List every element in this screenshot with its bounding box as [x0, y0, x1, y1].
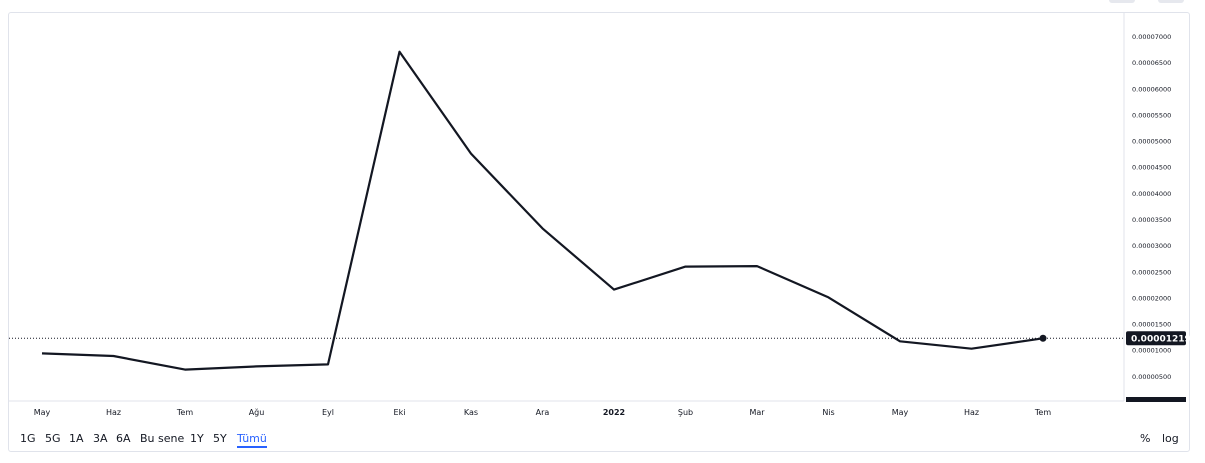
zero-price-label-bg [1126, 397, 1186, 402]
price-tick-label: 0.00005000 [1132, 138, 1171, 146]
range-1g-button[interactable]: 1G [20, 432, 36, 445]
price-tick-label: 0.00003500 [1132, 216, 1171, 224]
top-tab-1[interactable] [1109, 0, 1135, 3]
price-tick-label: 0.00002500 [1132, 268, 1171, 276]
range-5g-button[interactable]: 5G [45, 432, 61, 445]
range-ytd-button[interactable]: Bu sene [140, 432, 185, 445]
price-tick-label: 0.00006000 [1132, 85, 1171, 93]
range-3a-button[interactable]: 3A [93, 432, 108, 445]
price-tick-label: 0.00006500 [1132, 59, 1171, 67]
price-tick-label: 0.00007000 [1132, 33, 1171, 41]
price-tick-label: 0.00001500 [1132, 321, 1171, 329]
time-tick-label: Kas [464, 408, 478, 417]
range-1y-button[interactable]: 1Y [190, 432, 204, 445]
time-tick-label: Eki [394, 408, 406, 417]
percent-scale-button[interactable]: % [1140, 432, 1151, 445]
time-tick-label: May [34, 408, 51, 417]
price-tick-label: 0.00000500 [1132, 373, 1171, 381]
price-tick-label: 0.00004500 [1132, 164, 1171, 172]
price-tick-label: 0.00005500 [1132, 111, 1171, 119]
price-tick-label: 0.00002000 [1132, 294, 1171, 302]
time-tick-label: Mar [749, 408, 765, 417]
time-tick-label: Ağu [249, 408, 265, 417]
chart-frame [8, 12, 1190, 452]
time-tick-label: Tem [176, 408, 193, 417]
range-6a-button[interactable]: 6A [116, 432, 131, 445]
range-all-button[interactable]: Tümü [237, 432, 267, 448]
time-tick-label: May [892, 408, 909, 417]
price-tick-label: 0.00004000 [1132, 190, 1171, 198]
price-tick-label: 0.00003000 [1132, 242, 1171, 250]
time-tick-label: Haz [106, 408, 121, 417]
last-price-label-bg [1126, 331, 1186, 346]
range-1a-button[interactable]: 1A [69, 432, 84, 445]
time-tick-label: Ara [536, 408, 550, 417]
top-tab-2[interactable] [1158, 0, 1184, 3]
range-toolbar: 1G 5G 1A 3A 6A Bu sene 1Y 5Y Tümü % log [9, 423, 1189, 452]
time-tick-label: Nis [822, 408, 834, 417]
price-axis: 0.00000500 0.00001000 0.00001500 0.00002000… [1132, 33, 1171, 381]
series-line [41, 50, 1044, 371]
range-5y-button[interactable]: 5Y [213, 432, 227, 445]
time-tick-label: Şub [678, 408, 693, 417]
log-scale-button[interactable]: log [1162, 432, 1179, 445]
time-tick-label: Tem [1034, 408, 1051, 417]
time-tick-label: 2022 [603, 408, 625, 417]
time-axis: May Haz Tem Ağu Eyl Eki Kas Ara 2022 Şub Mar Nis May… [34, 408, 1052, 417]
last-price-label-text: 0.00001219 [1131, 334, 1191, 344]
time-tick-label: Eyl [322, 408, 334, 417]
last-point-marker [1039, 334, 1047, 342]
last-price-label: 0.00001219 [1126, 331, 1191, 346]
price-tick-label: 0.00001000 [1132, 347, 1171, 355]
time-tick-label: Haz [964, 408, 979, 417]
series-points [1039, 334, 1047, 342]
